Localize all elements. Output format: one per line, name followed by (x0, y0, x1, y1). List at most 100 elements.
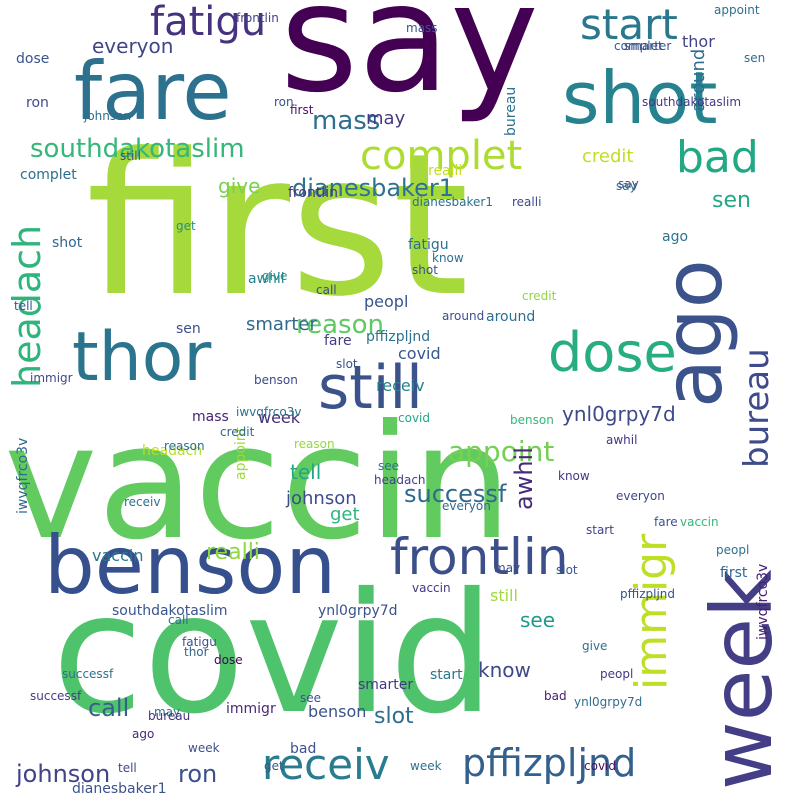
word-iwvqfrco3v-small: iwvqfrco3v (755, 563, 771, 640)
word-realli-small: realli (428, 163, 463, 179)
word-covid-mini: covid (584, 759, 616, 773)
word-around-tiny: around (442, 309, 485, 323)
word-immigr: immigr (626, 533, 677, 690)
word-southdakotaslim-small: southdakotaslim (112, 603, 228, 619)
word-everyon-small: everyon (616, 489, 665, 503)
word-successf: successf (404, 480, 507, 508)
word-complet-small: complet (20, 167, 77, 183)
word-ron-small: ron (26, 95, 49, 111)
word-sen: sen (712, 188, 751, 213)
word-fare-small: fare (324, 333, 352, 349)
word-know-tiny: know (558, 469, 590, 483)
word-appoint: appoint (448, 435, 555, 468)
word-week-mini: week (410, 759, 442, 773)
word-fare-tiny: fare (654, 515, 678, 529)
word-get-small: get (176, 219, 196, 233)
word-pffizpljnd-small: pffizpljnd (366, 329, 431, 345)
word-start-small: start (430, 667, 463, 683)
word-smarter-tiny: smarter (624, 39, 672, 53)
word-awhil: awhil (510, 447, 538, 510)
word-reason: reason (296, 310, 384, 340)
word-everyon: everyon (92, 34, 174, 58)
word-covid: covid (52, 558, 495, 751)
word-appoint-tiny: appoint (714, 3, 760, 17)
word-see-small: see (378, 459, 400, 473)
word-get: get (330, 504, 360, 525)
word-benson-tiny: benson (510, 413, 554, 427)
word-say: say (280, 0, 539, 126)
word-awhil-tiny: awhil (606, 433, 638, 447)
word-credit-small: credit (522, 289, 557, 303)
word-see-tiny: see (300, 691, 322, 705)
word-johnson: johnson (16, 760, 111, 788)
word-mass-small: mass (192, 409, 229, 425)
word-start-tiny: start (586, 523, 614, 537)
word-headach-tiny: headach (374, 473, 426, 487)
word-realli: realli (206, 540, 260, 565)
word-peopl-small: peopl (600, 667, 634, 681)
word-call-small: call (316, 283, 337, 297)
word-everyon-tiny: everyon (442, 499, 491, 513)
word-dose-small: dose (16, 51, 50, 67)
word-shot: shot (562, 56, 718, 140)
word-johnson-small: johnson (286, 488, 357, 509)
word-ynl0grpy7d-tiny: ynl0grpy7d (574, 695, 643, 709)
word-vaccin-small: vaccin (92, 546, 144, 565)
word-ron: ron (178, 760, 218, 788)
word-ago-tiny: ago (132, 727, 155, 741)
word-successf-small: successf (62, 667, 114, 681)
word-fare: fare (74, 45, 232, 138)
word-tell-small: tell (14, 299, 33, 313)
word-sen-small: sen (176, 321, 201, 337)
word-frontlin-small: frontlin (288, 185, 338, 201)
word-call-tiny: call (168, 613, 189, 627)
word-may-small: may (494, 561, 521, 575)
word-reason-tiny: reason (164, 439, 205, 453)
word-give-tiny: give (582, 639, 608, 653)
word-see: see (520, 608, 556, 632)
word-credit-tiny: credit (220, 425, 255, 439)
word-vaccin-mini: vaccin (680, 515, 719, 529)
word-tell-tiny: tell (118, 761, 137, 775)
word-bad: bad (676, 132, 759, 183)
word-bad-small: bad (290, 741, 317, 757)
word-thor-tiny: thor (184, 645, 209, 659)
word-iwvqfrco3v: iwvqfrco3v (15, 437, 31, 514)
word-bureau: bureau (737, 348, 777, 468)
word-still: still (318, 353, 423, 423)
word-successf-tiny: successf (30, 689, 82, 703)
word-call: call (88, 694, 130, 722)
word-first-small: first (290, 103, 314, 117)
word-iwvqfrco3v-tiny: iwvqfrco3v (236, 405, 302, 419)
word-pffizpljnd: pffizpljnd (462, 741, 637, 785)
word-fatigu-small: fatigu (408, 237, 449, 253)
word-dianesbaker1-tiny: dianesbaker1 (412, 195, 493, 209)
word-benson: benson (44, 519, 337, 612)
word-awhil-small: awhil (248, 271, 285, 287)
word-slot-small: slot (336, 357, 358, 371)
word-know-small: know (432, 251, 464, 265)
word-ynl0grpy7d: ynl0grpy7d (562, 402, 676, 426)
word-benson-small: benson (308, 702, 367, 721)
word-credit: credit (582, 146, 634, 167)
word-smarter-small: smarter (358, 677, 414, 693)
word-fatigu-tiny: fatigu (182, 635, 217, 649)
word-bureau-tiny: bureau (148, 709, 191, 723)
word-slot: slot (374, 704, 414, 729)
word-shot-tiny: shot (412, 263, 438, 277)
word-give: give (218, 174, 261, 198)
word-vaccin-tiny: vaccin (412, 581, 451, 595)
word-johnson-tiny: johnson (84, 109, 132, 123)
word-bad-tiny: bad (544, 689, 567, 703)
word-week-tiny: week (188, 741, 220, 755)
word-mass-tiny: mass (406, 21, 438, 35)
word-get-tiny: get (264, 759, 284, 773)
word-peopl: peopl (364, 292, 409, 311)
word-shot-small: shot (52, 235, 83, 251)
word-receiv-tiny: receiv (124, 495, 161, 509)
word-say-small: say (618, 177, 639, 191)
word-covid-tiny: covid (398, 411, 430, 425)
word-week: week (693, 569, 791, 790)
word-start: start (580, 0, 678, 49)
word-first: first (86, 112, 470, 340)
